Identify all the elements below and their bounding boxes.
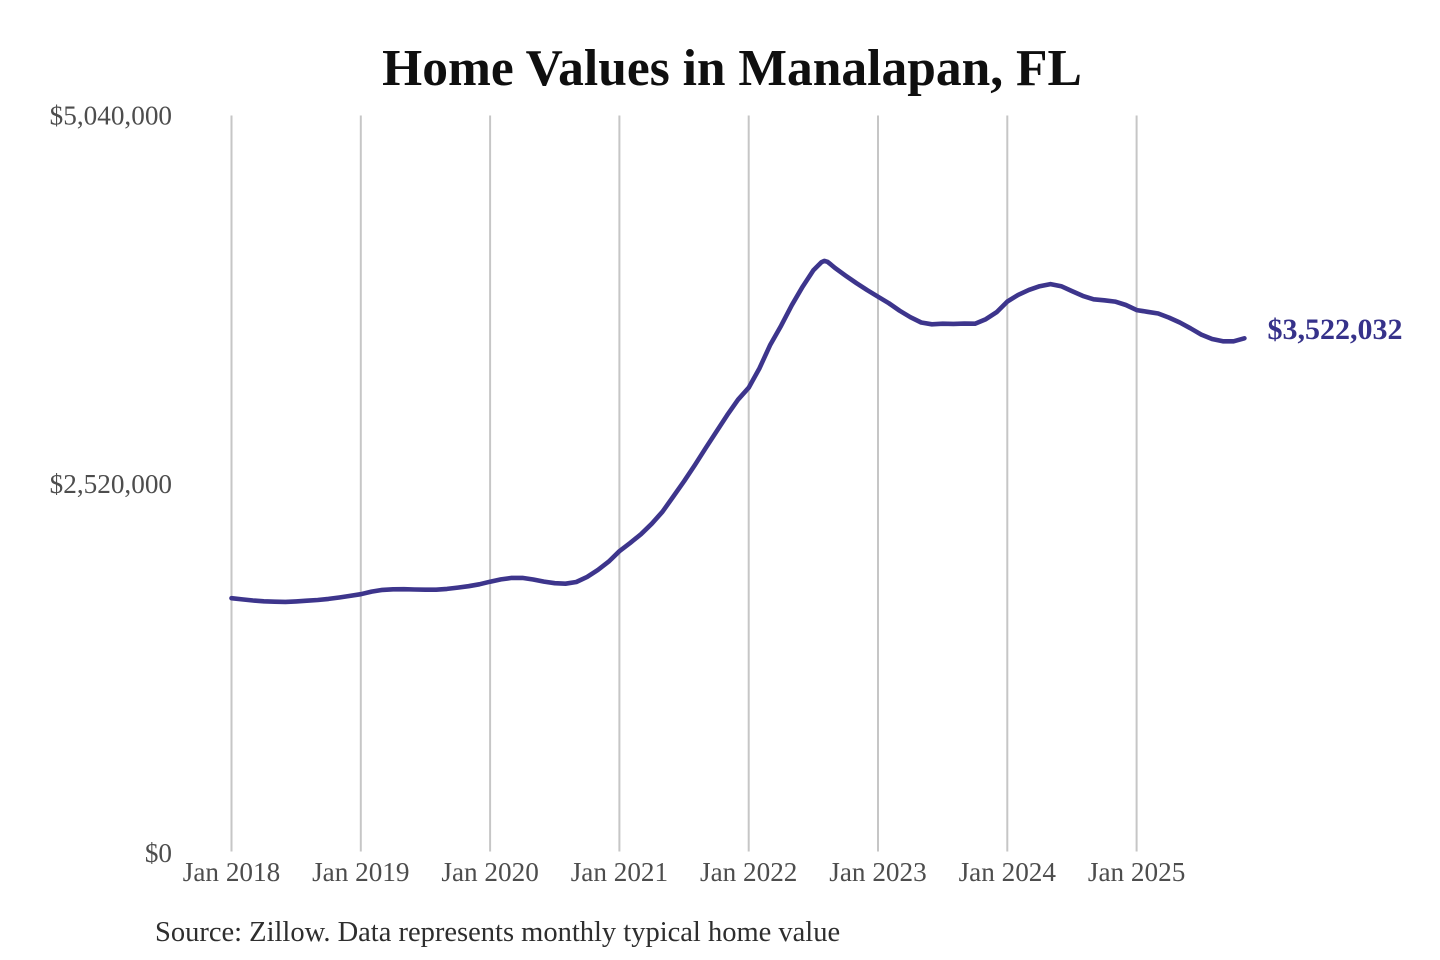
- svg-text:Jan 2024: Jan 2024: [959, 857, 1057, 887]
- svg-text:Source: Zillow. Data represent: Source: Zillow. Data represents monthly …: [155, 917, 840, 948]
- svg-text:$2,520,000: $2,520,000: [50, 469, 172, 499]
- svg-text:$3,522,032: $3,522,032: [1268, 313, 1403, 346]
- svg-text:Jan 2023: Jan 2023: [829, 857, 926, 887]
- svg-text:$0: $0: [145, 838, 172, 868]
- svg-text:Home Values in Manalapan, FL: Home Values in Manalapan, FL: [382, 40, 1082, 97]
- svg-text:$5,040,000: $5,040,000: [50, 101, 172, 131]
- svg-text:Jan 2025: Jan 2025: [1088, 857, 1185, 887]
- svg-text:Jan 2022: Jan 2022: [700, 857, 797, 887]
- svg-text:Jan 2021: Jan 2021: [571, 857, 668, 887]
- svg-text:Jan 2019: Jan 2019: [312, 857, 409, 887]
- svg-text:Jan 2018: Jan 2018: [183, 857, 280, 887]
- svg-text:Jan 2020: Jan 2020: [441, 857, 538, 887]
